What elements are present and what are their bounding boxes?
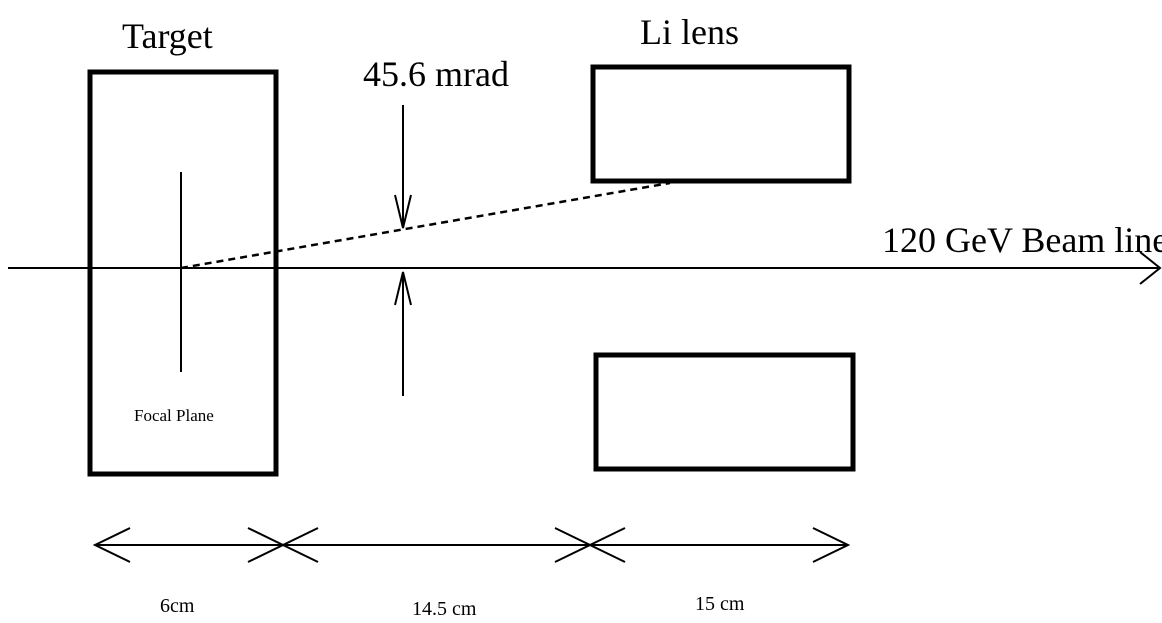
lens-upper xyxy=(590,64,852,184)
angle-head-top xyxy=(394,194,412,229)
dim-label: 6cm xyxy=(160,595,195,617)
dim-head xyxy=(92,527,131,563)
lens-lower xyxy=(593,352,856,472)
dim-label: 14.5 cm xyxy=(412,598,477,620)
target-box xyxy=(87,69,279,477)
dim-head xyxy=(587,527,626,563)
focal-label: Focal Plane xyxy=(134,406,214,425)
ray xyxy=(180,181,671,270)
angle-head-bottom xyxy=(394,271,412,306)
dim-label: 15 cm xyxy=(695,593,745,615)
target-label: Target xyxy=(122,16,213,56)
lens-label: Li lens xyxy=(640,12,739,52)
beam-label: 120 GeV Beam line xyxy=(882,220,1162,260)
dim-head xyxy=(812,527,851,563)
beam-arrow xyxy=(1139,251,1162,285)
dim-head xyxy=(280,527,319,563)
angle-label: 45.6 mrad xyxy=(363,54,509,94)
